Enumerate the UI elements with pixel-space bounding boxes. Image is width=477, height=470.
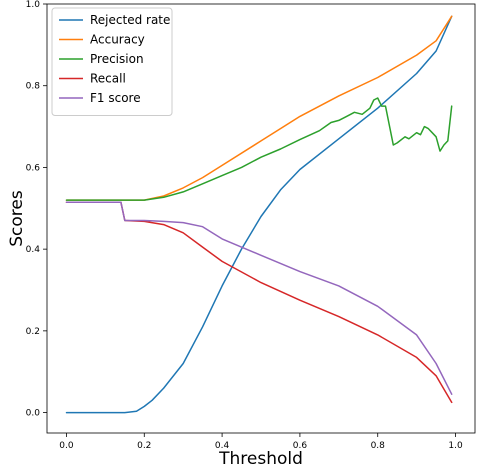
series-layer xyxy=(65,15,453,414)
x-axis: 0.0 0.2 0.4 0.6 0.8 1.0 xyxy=(59,433,463,451)
x-tick-label: 1.0 xyxy=(448,441,463,451)
y-tick-label: 1.0 xyxy=(26,0,41,10)
y-tick-label: 0.8 xyxy=(26,82,41,92)
legend-label: Accuracy xyxy=(90,33,145,47)
series-line-rejected-rate xyxy=(65,15,453,414)
series-line-precision xyxy=(65,97,453,201)
y-tick-label: 0.0 xyxy=(26,409,41,419)
y-tick-label: 0.2 xyxy=(26,327,40,337)
x-tick-label: 0.6 xyxy=(293,441,308,451)
y-axis-title: Scores xyxy=(7,190,27,247)
x-tick-label: 0.4 xyxy=(215,441,230,451)
plot-frame xyxy=(46,3,476,434)
legend-label: Rejected rate xyxy=(90,13,170,27)
y-tick-label: 0.4 xyxy=(26,245,41,255)
legend-box xyxy=(51,7,173,116)
legend-label: Recall xyxy=(90,72,126,86)
x-tick-label: 0.2 xyxy=(137,441,151,451)
series-line-f1-score xyxy=(65,201,453,395)
legend: Rejected rate Accuracy Precision Recall F1 s… xyxy=(51,7,173,116)
x-axis-title: Threshold xyxy=(218,449,303,469)
y-axis: 0.0 0.2 0.4 0.6 0.8 1.0 xyxy=(26,0,47,419)
x-tick-label: 0.0 xyxy=(59,441,74,451)
x-tick-label: 0.8 xyxy=(371,441,386,451)
y-tick-label: 0.6 xyxy=(26,163,41,173)
legend-label: Precision xyxy=(90,52,144,66)
legend-label: F1 score xyxy=(90,91,141,105)
